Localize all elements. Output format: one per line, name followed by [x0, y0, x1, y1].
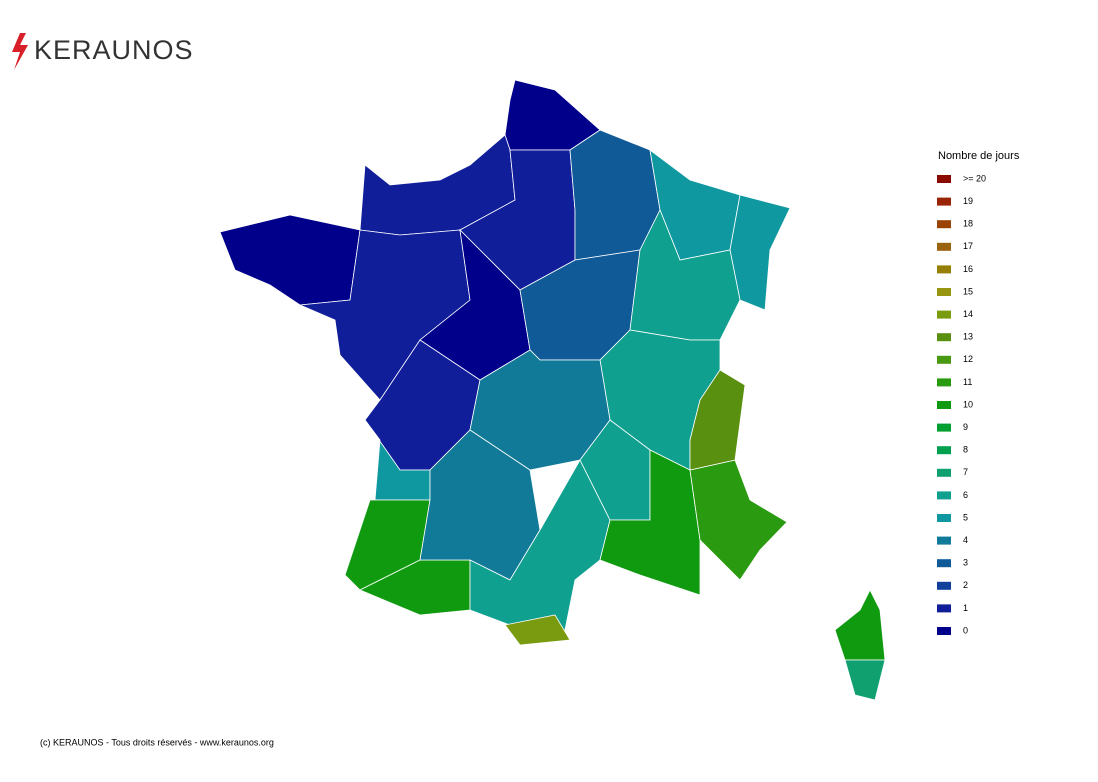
legend-label: 18	[963, 219, 973, 229]
legend-label: 10	[963, 399, 973, 409]
legend-label: 1	[963, 603, 968, 613]
legend-title: Nombre de jours	[938, 150, 1020, 162]
legend-swatch	[937, 378, 951, 387]
legend-swatch	[937, 265, 951, 274]
legend-label: 9	[963, 422, 968, 432]
legend-swatch	[937, 559, 951, 568]
footer: (c) KERAUNOS - Tous droits réservés - ww…	[40, 737, 274, 747]
legend-label: 8	[963, 445, 968, 455]
legend-label: 2	[963, 580, 968, 590]
legend-swatch	[937, 197, 951, 206]
logo: KERAUNOS	[12, 33, 194, 70]
region	[504, 614, 571, 646]
legend-swatch	[937, 514, 951, 522]
legend-label: 14	[963, 309, 973, 319]
region	[689, 369, 746, 471]
legend-label: 6	[963, 490, 968, 500]
legend-label: 17	[963, 241, 973, 251]
logo-text: KERAUNOS	[34, 35, 194, 65]
legend-swatch	[937, 310, 951, 319]
legend-label: >= 20	[963, 173, 986, 183]
region	[834, 589, 886, 661]
region	[219, 214, 361, 306]
legend-label: 3	[963, 558, 968, 568]
legend-swatch	[937, 604, 951, 613]
legend-swatch	[937, 536, 951, 545]
legend-label: 15	[963, 286, 973, 296]
region	[844, 659, 886, 701]
legend-swatch	[937, 423, 951, 432]
legend-label: 5	[963, 512, 968, 522]
region	[689, 459, 788, 581]
legend-label: 4	[963, 535, 968, 545]
legend-swatch	[937, 355, 951, 364]
legend-label: 0	[963, 625, 968, 635]
legend-label: 19	[963, 196, 973, 206]
regions	[219, 79, 886, 701]
legend-label: 12	[963, 354, 973, 364]
region	[729, 194, 791, 311]
legend-swatch	[937, 220, 951, 229]
legend-swatch	[937, 491, 951, 500]
legend-label: 16	[963, 264, 973, 274]
logo-bolt	[12, 33, 28, 70]
legend-swatch	[937, 468, 951, 477]
legend-label: 7	[963, 467, 968, 477]
legend-swatch	[937, 627, 951, 635]
legend-swatch	[937, 288, 951, 296]
legend-swatch	[937, 175, 951, 183]
legend-swatch	[937, 333, 951, 342]
legend-label: 11	[963, 377, 972, 387]
legend-swatch	[937, 581, 951, 590]
legend-swatch	[937, 242, 951, 251]
legend-swatch	[937, 446, 951, 455]
legend-label: 13	[963, 332, 973, 342]
legend-swatch	[937, 401, 951, 409]
